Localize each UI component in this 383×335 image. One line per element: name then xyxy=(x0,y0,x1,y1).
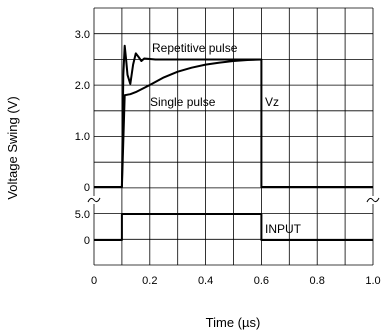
axis-break-left xyxy=(87,197,101,203)
annotation-input: INPUT xyxy=(265,222,302,236)
annotation-repetitive-pulse: Repetitive pulse xyxy=(152,41,238,55)
y-tick-label-lower: 5.0 xyxy=(75,209,90,221)
series-layer xyxy=(94,44,373,241)
x-tick-label: 0 xyxy=(91,275,97,287)
x-tick-label: 0.8 xyxy=(310,275,325,287)
x-tick-label: 0.2 xyxy=(142,275,157,287)
annotation-single-pulse: Single pulse xyxy=(150,95,216,109)
y-axis-title: Voltage Swing (V) xyxy=(5,96,20,199)
x-tick-label: 0.4 xyxy=(198,275,213,287)
y-tick-label-upper: 0 xyxy=(84,182,90,194)
y-tick-label-upper: 2.0 xyxy=(75,80,90,92)
annotation-vz: Vz xyxy=(265,95,279,109)
series-input xyxy=(94,213,373,241)
axis-break-right xyxy=(366,197,380,203)
x-tick-label: 0.6 xyxy=(254,275,269,287)
y-tick-label-upper: 3.0 xyxy=(75,29,90,41)
tick-labels: 0 0.2 0.4 0.6 0.8 1.0 0 1.0 2.0 3.0 0 5.0 xyxy=(75,29,381,287)
series-repetitive-pulse xyxy=(94,44,373,188)
series-single-pulse xyxy=(120,58,262,188)
x-tick-label: 1.0 xyxy=(365,275,380,287)
axis-break-marks xyxy=(87,196,380,204)
y-tick-label-lower: 0 xyxy=(84,235,90,247)
x-axis-title: Time (µs) xyxy=(206,315,261,330)
y-tick-label-upper: 1.0 xyxy=(75,131,90,143)
